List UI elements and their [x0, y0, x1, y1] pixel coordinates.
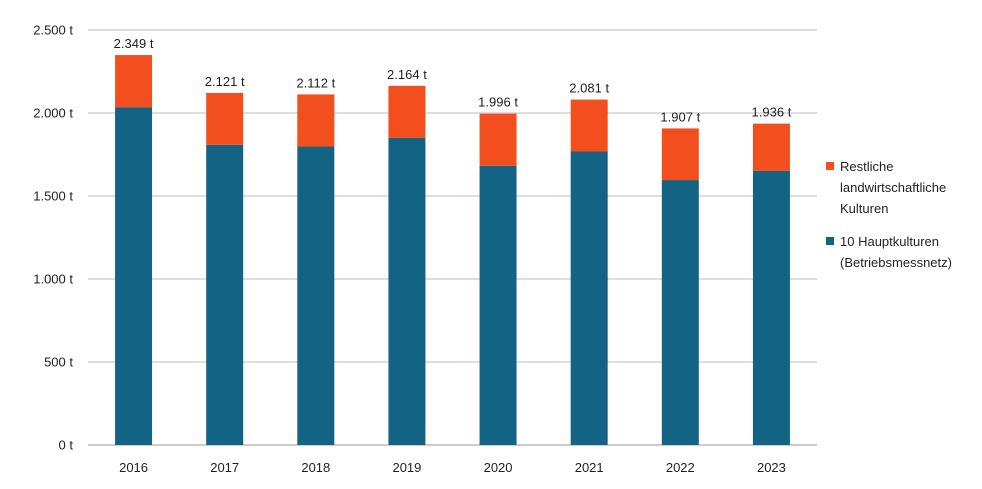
- bar-restliche: [206, 92, 244, 145]
- y-tick-label: 1.000 t: [33, 272, 73, 287]
- bar-hauptkulturen: [479, 165, 517, 445]
- bar-hauptkulturen: [206, 144, 244, 445]
- bar-hauptkulturen: [570, 151, 608, 445]
- x-tick-label: 2020: [484, 460, 513, 475]
- x-tick-label: 2021: [575, 460, 604, 475]
- bar-hauptkulturen: [115, 107, 153, 445]
- gridlines: [88, 29, 817, 446]
- bar-restliche: [115, 55, 153, 108]
- legend-swatch-restliche: [826, 162, 834, 170]
- bar-restliche: [297, 94, 335, 147]
- data-label-total: 2.349 t: [114, 36, 154, 51]
- x-tick-label: 2023: [757, 460, 786, 475]
- bar-restliche: [388, 85, 426, 138]
- x-tick-label: 2017: [210, 460, 239, 475]
- bar-hauptkulturen: [752, 170, 790, 445]
- bar-restliche: [661, 128, 699, 181]
- y-tick-label: 1.500 t: [33, 189, 73, 204]
- data-label-total: 1.907 t: [660, 109, 700, 124]
- y-axis-ticks: 0 t 500 t 1.000 t 1.500 t 2.000 t 2.500 t: [33, 23, 73, 453]
- y-tick-label: 2.500 t: [33, 23, 73, 38]
- x-tick-label: 2016: [119, 460, 148, 475]
- x-tick-label: 2019: [392, 460, 421, 475]
- legend: Restliche landwirtschaftliche Kulturen 1…: [826, 156, 976, 285]
- bar-restliche: [570, 99, 608, 152]
- y-tick-label: 2.000 t: [33, 106, 73, 121]
- bar-hauptkulturen: [661, 180, 699, 445]
- bar-restliche: [479, 113, 517, 166]
- x-tick-label: 2022: [666, 460, 695, 475]
- legend-swatch-hauptkulturen: [826, 237, 834, 245]
- bars: [115, 55, 790, 446]
- y-tick-label: 0 t: [59, 438, 74, 453]
- data-label-total: 1.996 t: [478, 95, 518, 110]
- legend-label-hauptkulturen: 10 Hauptkulturen (Betriebsmessnetz): [840, 234, 952, 270]
- y-tick-label: 500 t: [44, 355, 73, 370]
- data-label-total: 2.164 t: [387, 67, 427, 82]
- legend-label-restliche: Restliche landwirtschaftliche Kulturen: [840, 159, 947, 216]
- data-label-total: 2.112 t: [296, 75, 335, 90]
- legend-item-hauptkulturen: 10 Hauptkulturen (Betriebsmessnetz): [826, 231, 976, 273]
- legend-item-restliche: Restliche landwirtschaftliche Kulturen: [826, 156, 976, 219]
- data-labels: 2.349 t 2.121 t 2.112 t 2.164 t 1.996 t 2.081…: [114, 36, 792, 124]
- data-label-total: 2.081 t: [569, 81, 609, 96]
- x-axis-ticks: 2016 2017 2018 2019 2020 2021 2022 2023: [119, 460, 786, 475]
- bar-restliche: [752, 123, 790, 171]
- bar-hauptkulturen: [297, 146, 335, 446]
- data-label-total: 2.121 t: [205, 74, 245, 89]
- bar-hauptkulturen: [388, 137, 426, 445]
- data-label-total: 1.936 t: [752, 105, 792, 120]
- x-tick-label: 2018: [301, 460, 330, 475]
